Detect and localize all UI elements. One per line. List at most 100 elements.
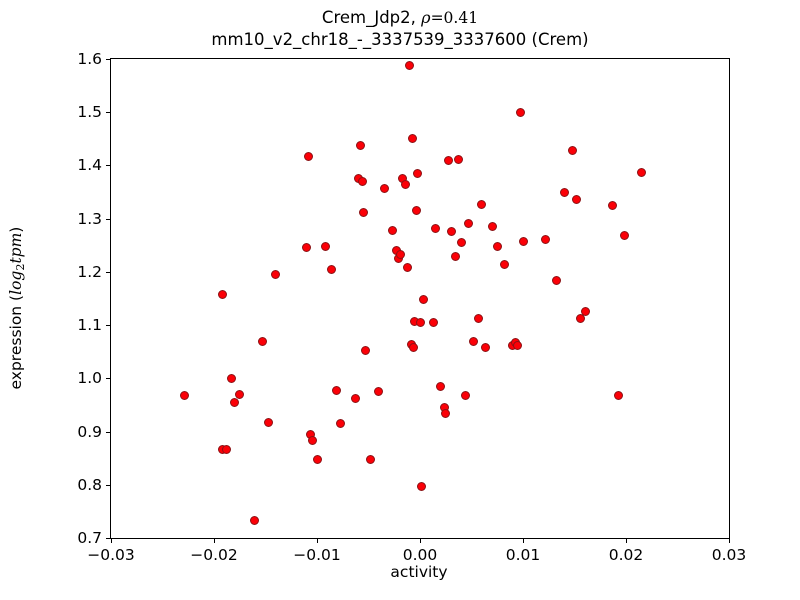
plot-data-area xyxy=(111,59,729,538)
scatter-point xyxy=(217,290,227,300)
scatter-point xyxy=(395,250,405,260)
plot-axes-frame: 0.7 0.8 0.9 1.0 1.1 1.2 1.3 1.4 1.5 1.6 −0.03 −0.02… xyxy=(77,50,746,564)
scatter-point xyxy=(264,418,274,427)
scatter-point xyxy=(450,252,460,262)
title-line-2: mm10_v2_chr18_-_3337539_3337600 (Crem) xyxy=(211,30,589,49)
scatter-point xyxy=(428,318,438,328)
scatter-point xyxy=(572,195,582,204)
x-axis-tick xyxy=(111,538,112,543)
x-axis-tick-label: −0.02 xyxy=(190,546,238,564)
scatter-point xyxy=(541,235,551,245)
scatter-point xyxy=(355,140,365,150)
scatter-point xyxy=(614,390,624,400)
y-axis-label-subscript: 2 xyxy=(14,263,28,271)
y-axis-tick-label: 1.4 xyxy=(77,156,102,175)
y-axis-tick xyxy=(106,431,111,433)
scatter-point xyxy=(608,201,618,211)
rho-symbol: ρ xyxy=(421,8,431,27)
x-axis-tick-label: 0.01 xyxy=(505,546,541,564)
rho-value: =0.41 xyxy=(430,9,479,27)
y-axis-tick xyxy=(106,59,111,60)
y-axis-label-prefix: expression ( xyxy=(6,294,25,390)
scatter-point xyxy=(513,341,523,351)
scatter-point xyxy=(320,242,330,252)
scatter-point xyxy=(567,146,577,156)
scatter-point xyxy=(409,342,419,352)
scatter-point xyxy=(430,224,440,234)
scatter-point xyxy=(518,236,528,246)
scatter-point xyxy=(387,225,397,235)
scatter-point xyxy=(271,269,281,279)
scatter-point xyxy=(474,314,484,324)
scatter-point xyxy=(636,168,646,178)
y-axis-tick-label: 0.9 xyxy=(77,422,102,441)
y-axis-tick xyxy=(106,538,111,539)
scatter-point xyxy=(360,346,370,356)
y-axis-label: expression (log2tpm) xyxy=(7,158,27,458)
scatter-point xyxy=(308,435,318,445)
y-axis-label-log: log xyxy=(6,270,25,295)
scatter-point xyxy=(249,515,259,525)
scatter-point xyxy=(418,295,428,305)
y-axis-label-suffix: ) xyxy=(6,226,25,233)
y-axis-tick-label: 1.6 xyxy=(77,50,102,68)
y-axis-tick xyxy=(106,484,111,486)
scatter-point xyxy=(221,445,231,455)
x-axis-tick xyxy=(729,538,730,543)
title-gene-pair: Crem_Jdp2, xyxy=(321,8,416,27)
scatter-point xyxy=(257,336,267,346)
x-axis-tick-label: 0.02 xyxy=(608,546,644,564)
scatter-point xyxy=(460,390,470,400)
y-axis-tick-label: 0.8 xyxy=(77,475,102,494)
x-axis-tick xyxy=(523,538,524,543)
scatter-point xyxy=(516,108,526,118)
scatter-point xyxy=(456,237,466,247)
y-axis-tick-label: 0.7 xyxy=(77,529,102,547)
scatter-point xyxy=(336,419,346,429)
scatter-point xyxy=(487,222,497,232)
scatter-point xyxy=(380,183,390,193)
y-axis-tick-label: 1.1 xyxy=(77,316,102,335)
scatter-point xyxy=(415,317,425,327)
scatter-point xyxy=(469,337,479,347)
scatter-point xyxy=(620,231,630,241)
scatter-point xyxy=(481,343,491,353)
y-axis-label-tpm: tpm xyxy=(6,232,25,264)
scatter-point xyxy=(499,260,509,270)
scatter-point xyxy=(447,227,457,237)
title-line-1: Crem_Jdp2, ρ=0.41 xyxy=(0,7,800,29)
x-axis-tick-label: 0.00 xyxy=(402,546,438,564)
scatter-point xyxy=(552,275,562,285)
scatter-point xyxy=(357,176,367,186)
y-axis-tick xyxy=(106,112,111,114)
x-axis-tick xyxy=(420,538,421,543)
scatter-point xyxy=(374,387,384,397)
scatter-point xyxy=(492,242,502,252)
scatter-point xyxy=(332,385,342,395)
scatter-point xyxy=(412,206,422,216)
x-axis-label: activity xyxy=(390,563,448,581)
scatter-point xyxy=(444,155,454,165)
scatter-point xyxy=(453,154,463,164)
scatter-point xyxy=(441,408,451,418)
scatter-point xyxy=(358,208,368,218)
scatter-point xyxy=(408,133,418,143)
x-axis-tick-label: −0.03 xyxy=(87,546,135,564)
scatter-point xyxy=(350,393,360,403)
y-axis-tick xyxy=(106,378,111,380)
y-axis-tick-label: 1.2 xyxy=(77,262,102,281)
y-axis-tick-label: 1.5 xyxy=(77,103,102,122)
scatter-point xyxy=(559,187,569,197)
x-axis-tick xyxy=(317,538,318,543)
scatter-point xyxy=(235,389,245,399)
y-axis-tick xyxy=(106,325,111,327)
scatter-point xyxy=(405,60,415,70)
x-axis-tick xyxy=(626,538,627,543)
scatter-point xyxy=(401,179,411,189)
scatter-point xyxy=(302,243,312,253)
x-axis-tick-label: 0.03 xyxy=(711,546,747,564)
scatter-point xyxy=(576,314,586,324)
y-axis-tick-label: 1.0 xyxy=(77,369,102,388)
x-axis-tick-label: −0.01 xyxy=(293,546,341,564)
scatter-point xyxy=(463,219,473,229)
